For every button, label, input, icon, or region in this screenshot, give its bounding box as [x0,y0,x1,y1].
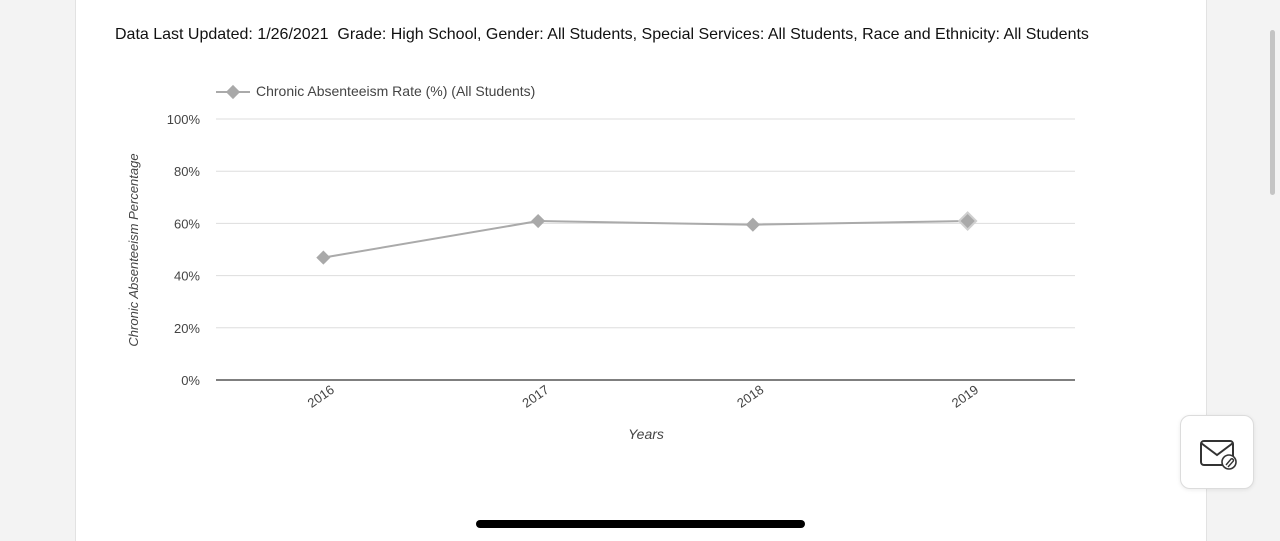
data-point-marker[interactable] [957,211,978,231]
y-tick-label: 60% [174,216,200,231]
x-tick-label: 2019 [949,382,981,411]
page-card [75,0,1207,541]
legend[interactable]: Chronic Absenteeism Rate (%) (All Studen… [216,83,535,100]
y-tick-label: 100% [167,112,201,127]
scrollbar-thumb[interactable] [1270,30,1275,195]
y-axis-title: Chronic Absenteeism Percentage [126,153,141,346]
data-point-marker[interactable] [316,250,331,265]
y-tick-labels: 0% 20% 40% 60% 80% 100% [167,112,201,388]
data-point-marker[interactable] [745,217,760,232]
mail-button[interactable] [1180,415,1254,489]
series-line [323,220,968,259]
x-axis-title: Years [628,426,664,442]
y-tick-label: 40% [174,269,200,284]
x-tick-labels: 2016 2017 2018 2019 [305,382,982,411]
series-layer [316,211,978,265]
y-tick-label: 80% [174,164,200,179]
x-tick-label: 2018 [734,382,766,411]
mail-attachment-icon [1200,440,1237,470]
x-tick-label: 2016 [305,382,337,411]
y-tick-label: 0% [181,373,200,388]
x-tick-label: 2017 [519,382,551,411]
legend-marker [225,84,241,100]
home-indicator[interactable] [476,520,805,528]
grid-layer [216,118,1075,381]
chart: 0% 20% 40% 60% 80% 100% 2016 2017 2018 2019 Chro… [126,83,1075,442]
data-point-marker[interactable] [531,213,546,229]
data-updated-filters: Data Last Updated: 1/26/2021 Grade: High… [115,26,1089,43]
legend-label: Chronic Absenteeism Rate (%) (All Studen… [256,83,535,99]
y-tick-label: 20% [174,321,200,336]
